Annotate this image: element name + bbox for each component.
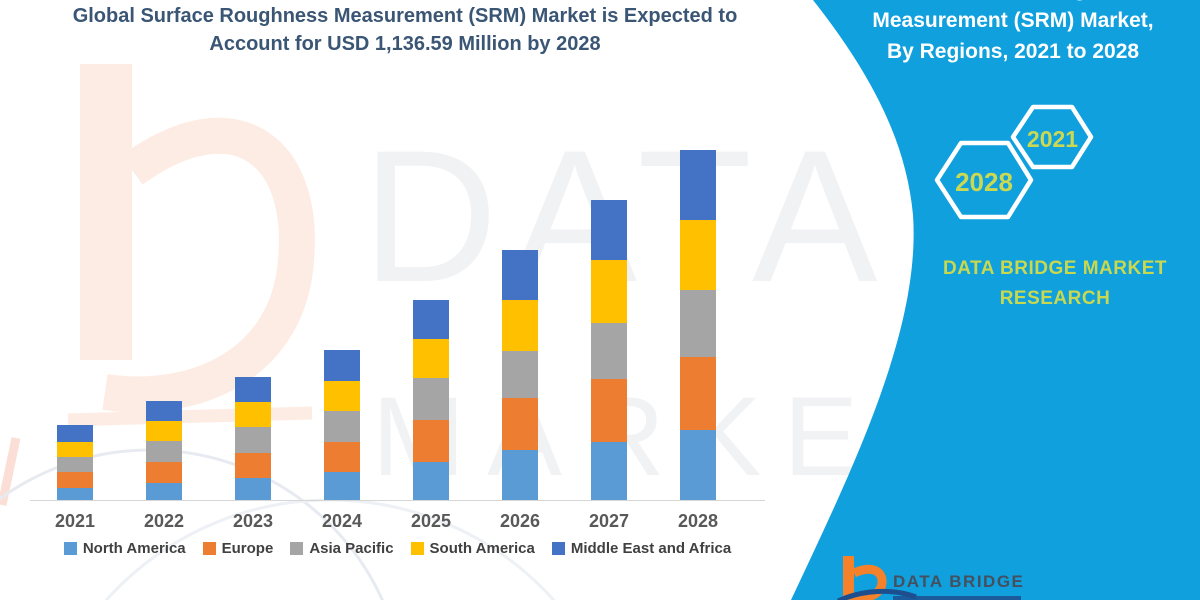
legend-label: Europe [221,540,274,557]
bar-segment-asia-pacific [591,322,627,379]
legend-item-middle-east-and-africa: Middle East and Africa [551,540,732,557]
hexagon-year-2021: 2021 [1026,126,1079,152]
bar-segment-asia-pacific [57,456,93,472]
bar-segment-south-america [591,259,627,323]
side-panel-title-line3: By Regions, 2021 to 2028 [886,40,1140,63]
bar-2021 [57,424,93,500]
side-panel-title-line2: Measurement (SRM) Market, [872,9,1154,32]
x-axis-label-2022: 2022 [143,511,185,531]
hexagon-2028 [934,140,1034,220]
bar-segment-north-america [146,483,182,500]
x-axis-label-2025: 2025 [410,511,452,531]
bar-segment-north-america [591,441,627,500]
bar-segment-south-america [235,402,271,427]
legend-item-asia-pacific: Asia Pacific [290,540,394,557]
x-axis-label-2027: 2027 [588,511,630,531]
bar-segment-middle-east-and-africa [146,401,182,422]
hexagon-year-2028: 2028 [955,167,1013,197]
bar-segment-middle-east-and-africa [502,250,538,300]
page-title-line2: Account for USD 1,136.59 Million by 2028 [209,33,601,55]
bar-segment-north-america [502,449,538,500]
bar-segment-north-america [57,487,93,500]
bar-segment-middle-east-and-africa [591,199,627,260]
blue-panel-shape [791,0,1200,600]
bar-segment-asia-pacific [235,427,271,453]
bar-segment-asia-pacific [413,377,449,420]
hexagon-2021 [1010,104,1094,170]
footer-logo-glyph [836,556,1021,600]
bar-segment-south-america [413,339,449,378]
bar-segment-middle-east-and-africa [324,350,360,381]
bar-segment-europe [502,397,538,450]
bar-segment-middle-east-and-africa [57,424,93,442]
bar-segment-asia-pacific [324,410,360,442]
legend-swatch [551,542,565,555]
legend-swatch [410,542,424,555]
bar-segment-north-america [235,477,271,500]
footer-logo-wordmark: DATA BRIDGE [893,572,1025,591]
bar-segment-europe [680,357,716,430]
bar-segment-south-america [680,220,716,290]
bar-segment-middle-east-and-africa [235,377,271,402]
bar-segment-middle-east-and-africa [413,300,449,339]
bar-segment-north-america [324,471,360,500]
x-axis-label-2028: 2028 [677,511,719,531]
bar-2022 [146,401,182,500]
bar-2025 [413,300,449,500]
bar-segment-south-america [146,421,182,441]
side-panel-title: Global Surface Roughness Measurement (SR… [853,0,1173,67]
legend-item-north-america: North America [63,540,186,557]
legend-item-south-america: South America [410,540,535,557]
legend-label: South America [429,540,535,557]
bar-segment-europe [591,378,627,442]
x-axis-label-2026: 2026 [499,511,541,531]
legend-swatch [290,542,304,555]
bar-2028 [680,150,716,500]
pink-b-logo-watermark [0,64,315,506]
bar-segment-middle-east-and-africa [680,150,716,220]
chart-legend: North America Europe Asia Pacific South Ame… [25,540,770,557]
page-title-line1: Global Surface Roughness Measurement (SR… [72,5,738,27]
bar-segment-south-america [57,441,93,457]
bar-segment-europe [146,462,182,483]
legend-label: Middle East and Africa [570,540,732,557]
bar-segment-north-america [413,461,449,500]
legend-label: North America [82,540,186,557]
brand-name-line2: RESEARCH [999,288,1111,309]
bar-segment-south-america [324,381,360,411]
legend-label: Asia Pacific [309,540,394,557]
legend-item-europe: Europe [202,540,274,557]
bar-2027 [591,199,627,500]
legend-swatch [202,542,216,555]
bar-segment-europe [235,452,271,478]
x-axis-label-2021: 2021 [54,511,96,531]
bar-segment-asia-pacific [680,290,716,357]
bar-segment-europe [57,471,93,488]
bar-2024 [324,350,360,500]
bar-segment-europe [324,441,360,472]
bar-2023 [235,377,271,500]
brand-name-line1: DATA BRIDGE MARKET [943,258,1167,279]
bar-segment-asia-pacific [146,441,182,462]
brand-name: DATA BRIDGE MARKET RESEARCH [905,254,1200,314]
bar-segment-south-america [502,300,538,351]
x-axis-line [30,500,765,501]
x-axis-label-2024: 2024 [321,511,363,531]
bar-2026 [502,250,538,500]
legend-swatch [63,542,77,555]
page-title: Global Surface Roughness Measurement (SR… [20,2,790,58]
x-axis-label-2023: 2023 [232,511,274,531]
side-panel-title-line1: Global Surface Roughness [853,0,1173,5]
bar-segment-europe [413,419,449,462]
bar-segment-north-america [680,429,716,500]
bar-segment-asia-pacific [502,350,538,398]
